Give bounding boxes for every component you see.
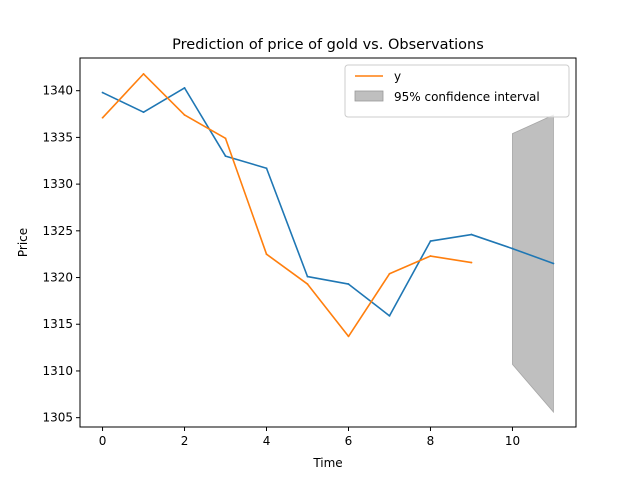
data-point [470,261,473,264]
legend-box [344,64,570,118]
data-point [429,240,432,242]
data-point [224,155,227,157]
data-point [306,283,309,285]
data-point [388,314,391,317]
x-axis-label: Time [312,456,342,470]
data-point [306,275,309,278]
chart-title: Prediction of price of gold vs. Observat… [172,37,484,53]
data-point [511,247,514,250]
data-point [224,137,227,140]
x-tick-label: 6 [345,434,353,448]
data-point [101,91,104,94]
data-point [470,233,473,236]
series-line-2 [101,73,472,338]
series-line-1 [102,87,554,317]
legend: y 95% confidence interval [344,64,570,118]
x-axis: 0 2 4 6 8 10 [99,427,520,448]
y-tick-label: 1340 [42,84,73,98]
y-tick-label: 1320 [42,271,73,285]
legend-label-y: y [394,70,401,84]
y-tick-label: 1315 [42,317,73,331]
x-tick-label: 8 [427,434,435,448]
data-point [265,253,268,256]
y-axis-label: Price [16,228,30,257]
data-point [101,116,104,119]
y-tick-label: 1325 [42,224,73,238]
data-point [142,111,145,114]
y-tick-label: 1335 [42,130,73,144]
y-tick-label: 1330 [42,177,73,191]
data-point [552,262,555,265]
data-point [429,255,432,257]
plot-frame [79,57,577,428]
data-point [183,114,186,116]
x-tick-label: 4 [263,434,271,448]
legend-swatch-confidence-interval [354,90,384,102]
plot-area [101,72,555,414]
confidence-interval-band [512,114,554,414]
legend-label-confidence-interval: 95% confidence interval [394,90,540,104]
x-tick-label: 10 [505,434,520,448]
data-point [347,335,350,338]
y-axis: 1305 1310 1315 1320 1325 1330 1335 1340 [42,84,80,425]
x-tick-label: 2 [181,434,189,448]
data-point [388,272,391,275]
data-point [142,72,145,75]
data-point [347,283,350,285]
x-tick-label: 0 [99,434,107,448]
data-point [183,86,186,89]
data-point [265,167,268,170]
y-tick-label: 1305 [42,411,73,425]
y-tick-label: 1310 [42,364,73,378]
